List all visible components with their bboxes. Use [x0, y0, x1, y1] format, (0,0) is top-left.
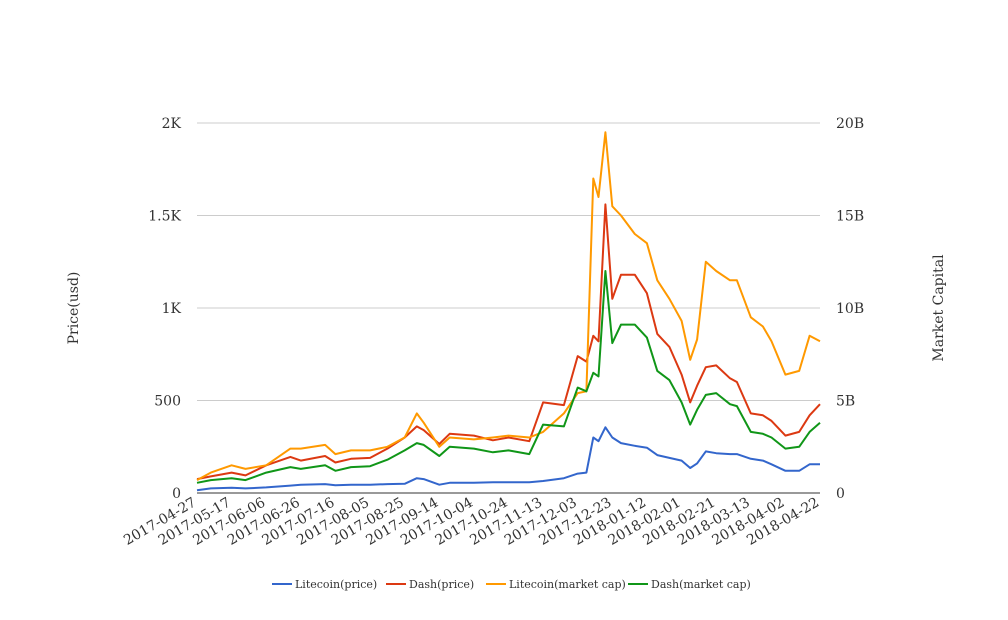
legend-item[interactable]: Dash(market cap)	[628, 578, 751, 591]
series-line-4	[196, 270, 821, 484]
series	[196, 131, 821, 492]
y-right-tick-label: 0	[836, 486, 845, 502]
y-right-tick-label: 5B	[836, 394, 855, 410]
legend-label: Litecoin(price)	[295, 578, 377, 591]
legend-item[interactable]: Dash(price)	[386, 578, 474, 591]
y-axis-right-ticks: 0 5B 10B 15B 20B	[836, 116, 864, 502]
y-left-tick-label: 1K	[162, 301, 182, 317]
legend-item[interactable]: Litecoin(market cap)	[486, 578, 626, 591]
legend-label: Litecoin(market cap)	[509, 578, 626, 591]
legend-label: Dash(price)	[409, 578, 474, 591]
y-left-tick-label: 2K	[162, 116, 182, 132]
series-line-1	[196, 426, 820, 492]
y-right-tick-label: 15B	[836, 209, 864, 225]
y-axis-left-ticks: 0 500 1K 1.5K 2K	[148, 116, 181, 502]
series-line-3	[196, 131, 821, 481]
y-left-tick-label: 0	[172, 486, 181, 502]
y-axis-left-label: Price(usd)	[66, 272, 82, 345]
grid	[197, 122, 820, 401]
y-left-tick-label: 500	[154, 394, 181, 410]
y-right-tick-label: 20B	[836, 116, 864, 132]
legend-item[interactable]: Litecoin(price)	[272, 578, 377, 591]
y-left-tick-label: 1.5K	[148, 209, 181, 225]
legend-label: Dash(market cap)	[651, 578, 751, 591]
series-line-2	[196, 203, 821, 481]
y-axis-right-label: Market Capital	[931, 254, 947, 362]
y-right-tick-label: 10B	[836, 301, 864, 317]
legend: Litecoin(price) Dash(price) Litecoin(marke…	[272, 578, 751, 591]
x-axis-ticks: 2017-04-272017-05-172017-06-062017-06-26…	[121, 495, 822, 549]
